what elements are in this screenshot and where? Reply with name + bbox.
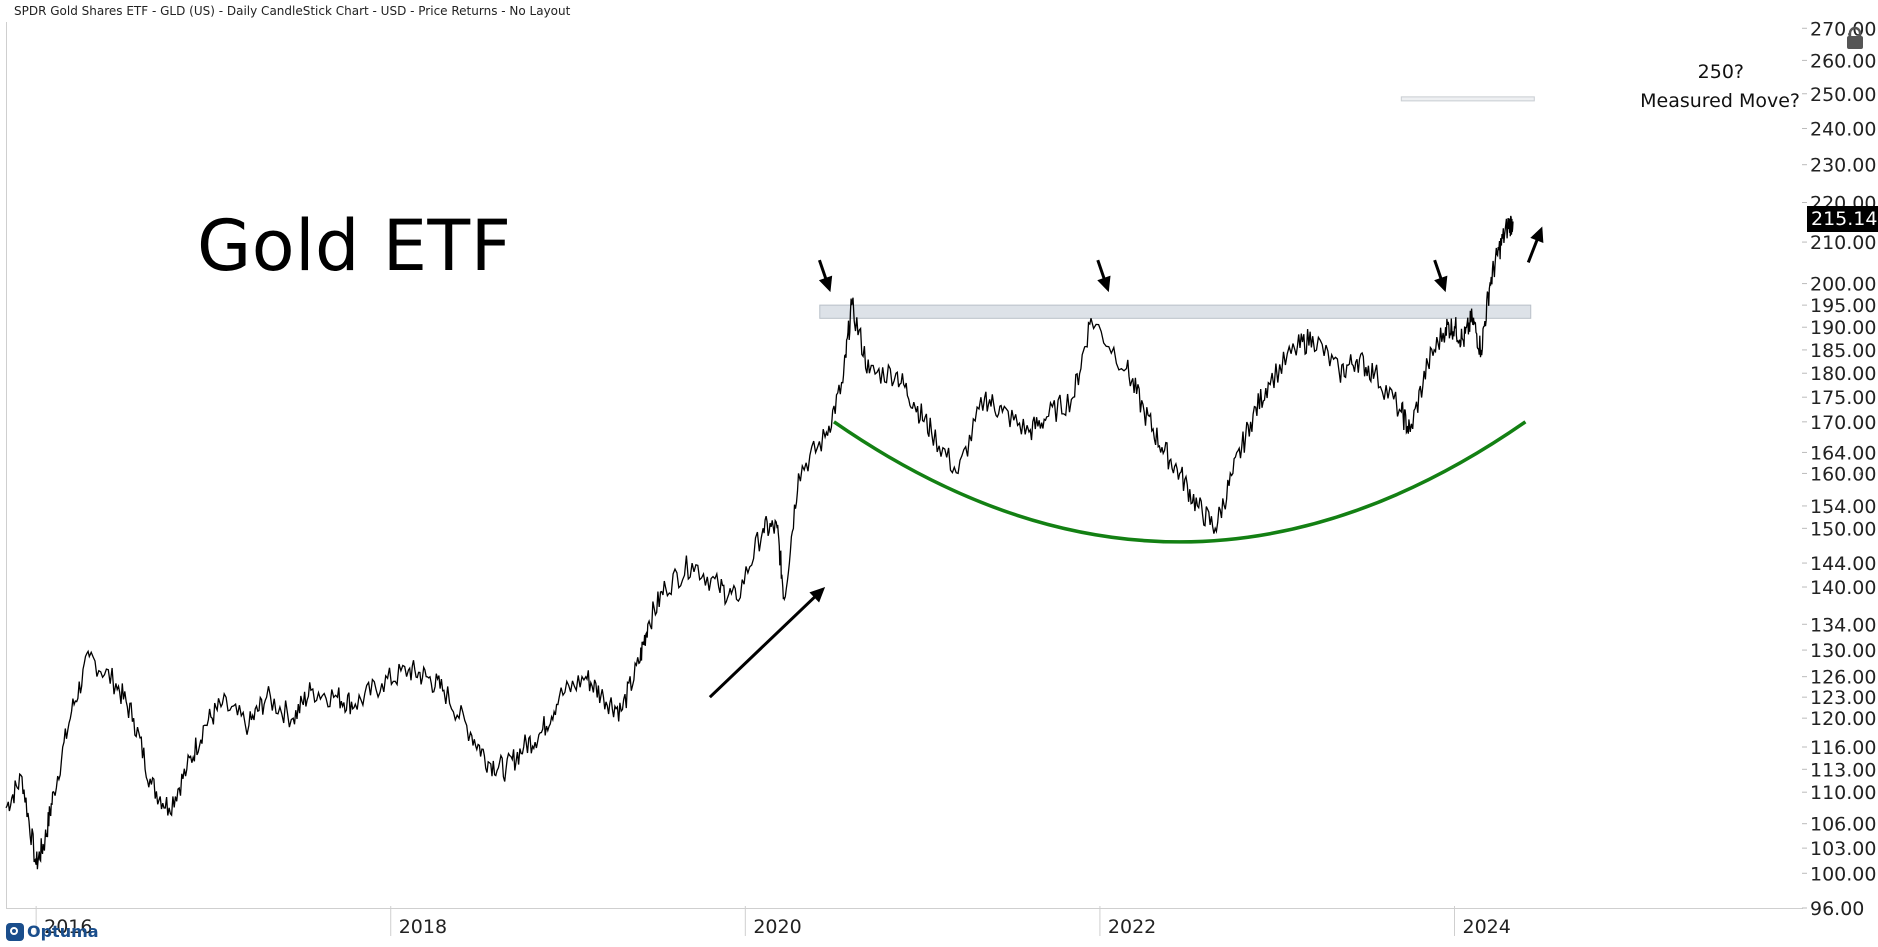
y-tick-label: 190.00 [1810,317,1876,339]
y-tick-label: 140.00 [1810,577,1876,599]
breakout-arrow-icon [708,587,826,699]
y-tick-label: 130.00 [1810,640,1876,662]
y-tick-label: 180.00 [1810,363,1876,385]
y-tick-label: 103.00 [1810,838,1876,860]
y-tick-label: 164.00 [1810,442,1876,464]
chart-annotation-title: Gold ETF [197,205,512,287]
y-tick-label: 120.00 [1810,708,1876,730]
optuma-logo-text: Optuma [27,922,99,941]
optuma-logo-icon [6,922,24,941]
y-tick-label: 200.00 [1810,274,1876,296]
y-tick-label: 116.00 [1810,737,1876,759]
x-tick-label: 2016 [44,916,92,938]
x-tick-label: 2022 [1108,916,1156,938]
x-tick-label: 2024 [1463,916,1511,938]
note-target-price: 250? [1697,61,1744,83]
y-tick-label: 113.00 [1810,759,1876,781]
y-tick-label: 126.00 [1810,667,1876,689]
resistance-touch-arrow-icon [1433,259,1448,293]
lock-icon[interactable] [1844,26,1866,50]
cup-base-curve [832,420,1527,544]
chart-frame [6,22,1803,909]
resistance-touch-arrow-icon [818,259,833,293]
y-tick-label: 100.00 [1810,863,1876,885]
y-tick-label: 150.00 [1810,518,1876,540]
x-tick-label: 2020 [753,916,801,938]
y-tick-label: 154.00 [1810,496,1876,518]
y-tick-label: 144.00 [1810,553,1876,575]
y-tick-label: 160.00 [1810,463,1876,485]
y-tick-label: 123.00 [1810,687,1876,709]
target-direction-arrow-icon [1526,226,1544,263]
y-tick-label: 106.00 [1810,814,1876,836]
optuma-logo: Optuma [6,922,99,941]
resistance-band [819,304,1532,319]
collapse-chevron-icon[interactable]: ‹ [1858,466,1864,482]
y-tick-label: 250.00 [1810,84,1876,106]
measured-move-note: 250? Measured Move? [1620,58,1800,116]
measured-move-target-line [1400,96,1535,102]
y-tick-label: 170.00 [1810,412,1876,434]
y-tick-label: 185.00 [1810,340,1876,362]
y-tick-label: 230.00 [1810,155,1876,177]
y-tick-label: 134.00 [1810,614,1876,636]
chart-header-title: SPDR Gold Shares ETF - GLD (US) - Daily … [14,4,571,18]
note-measured-move: Measured Move? [1640,90,1800,112]
y-tick-label: 260.00 [1810,50,1876,72]
last-price-label: 215.14 [1807,206,1878,232]
y-tick-label: 195.00 [1810,295,1876,317]
y-tick-label: 240.00 [1810,118,1876,140]
price-series-line [5,215,1514,870]
resistance-touch-arrow-icon [1096,259,1111,293]
y-tick-label: 110.00 [1810,782,1876,804]
y-tick-label: 210.00 [1810,232,1876,254]
x-tick-label: 2018 [399,916,447,938]
y-tick-label: 96.00 [1810,898,1864,920]
y-tick-label: 175.00 [1810,387,1876,409]
